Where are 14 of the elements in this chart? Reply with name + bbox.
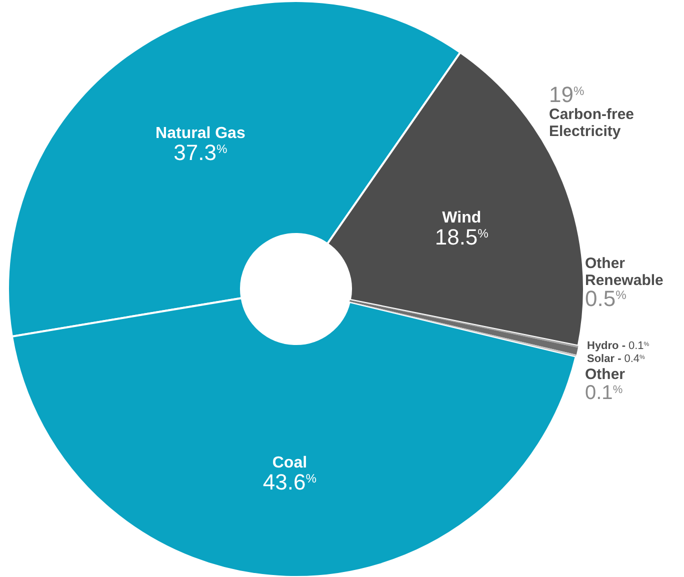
- slice-label: Natural Gas: [156, 125, 246, 142]
- data-label: 0.4$^{%}$: [624, 353, 646, 365]
- data-label: 0.1$^{%}$: [585, 382, 623, 404]
- slice-label: Wind: [442, 209, 482, 226]
- text: Other Renewable 0.5$^{%}$: [585, 255, 664, 311]
- slice-label: Solar -: [587, 353, 622, 365]
- slice-label: Hydro -: [587, 340, 626, 352]
- slice-label: Coal: [272, 454, 308, 472]
- slice-label: Other: [585, 366, 626, 383]
- data-label: 18.5$^{%}$: [434, 224, 489, 250]
- data-label: 0.1$^{%}$: [628, 340, 650, 352]
- text: 19$^{%}$ Carbon-free Electricity: [549, 82, 634, 140]
- data-label: 37.3$^{%}$: [174, 140, 228, 166]
- data-label: 43.6$^{%}$: [262, 469, 317, 494]
